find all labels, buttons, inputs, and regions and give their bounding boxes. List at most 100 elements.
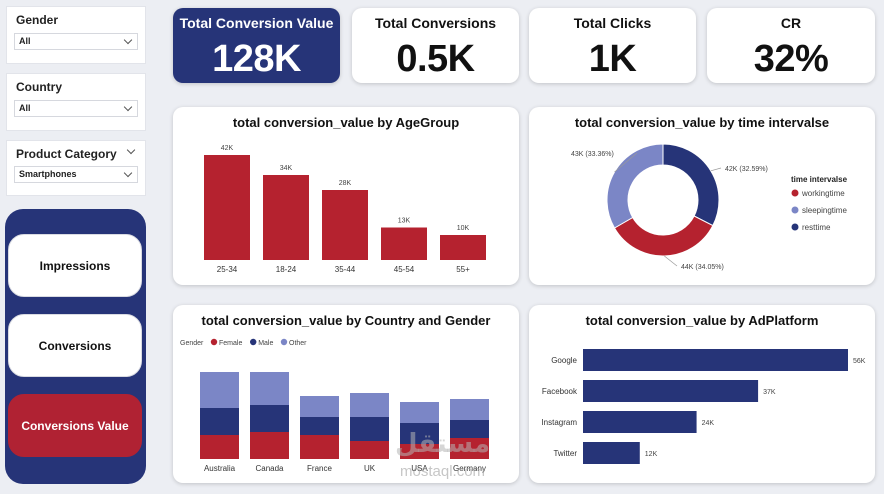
chevron-down-icon (123, 102, 133, 112)
adplatform-chart-card: total conversion_value by AdPlatform Goo… (529, 305, 875, 483)
y-tick-label: Instagram (541, 418, 577, 427)
legend-title: Gender (180, 340, 204, 347)
bar (381, 227, 427, 260)
country-slicer: Country All (6, 73, 146, 131)
x-tick-label: 55+ (456, 265, 470, 274)
legend-marker (250, 338, 257, 346)
bar (583, 411, 697, 433)
x-tick-label: 25-34 (217, 265, 238, 274)
chevron-down-icon (123, 35, 133, 45)
stacked-bar-segment (350, 417, 389, 441)
stacked-bar-segment (200, 372, 239, 408)
stacked-bar-segment (400, 423, 439, 444)
x-tick-label: Canada (255, 464, 284, 473)
slice-data-label: 43K (33.36%) (571, 151, 614, 158)
donut-slice (662, 143, 720, 227)
stacked-bar-segment (400, 444, 439, 459)
time-interval-chart-card: total conversion_value by time intervals… (529, 107, 875, 285)
kpi-value: 1K (588, 38, 637, 80)
legend-label: resttime (802, 223, 831, 232)
kpi-value: 0.5K (396, 38, 475, 80)
donut-slice (613, 215, 714, 257)
chevron-down-icon[interactable] (126, 145, 136, 155)
legend-title: time intervalse (791, 175, 848, 184)
kpi-total-conversion-value: Total Conversion Value 128K (173, 8, 340, 83)
y-tick-label: Twitter (553, 449, 577, 458)
kpi-value: 32% (753, 38, 829, 80)
bar (322, 190, 368, 260)
legend-marker (210, 338, 218, 346)
leader-line (614, 152, 638, 173)
slice-data-label: 44K (34.05%) (681, 264, 724, 271)
x-tick-label: UK (364, 464, 376, 473)
x-tick-label: Germany (453, 464, 486, 473)
legend-label: workingtime (801, 189, 845, 198)
legend-marker (791, 189, 799, 197)
stacked-bar-segment (300, 417, 339, 435)
stacked-bar-segment (200, 435, 239, 459)
country-gender-chart-card: total conversion_value by Country and Ge… (173, 305, 519, 483)
legend-marker (280, 338, 288, 346)
x-tick-label: France (307, 464, 332, 473)
stacked-bar-segment (350, 393, 389, 417)
gender-slicer: Gender All (6, 6, 146, 64)
legend-label: sleepingtime (802, 206, 847, 215)
bar (440, 235, 486, 260)
legend-marker (791, 206, 799, 214)
bar (583, 349, 848, 371)
conversions-button[interactable]: Conversions (8, 314, 142, 377)
gender-slicer-title: Gender (16, 13, 59, 27)
product-category-dropdown[interactable]: Smartphones (14, 166, 138, 183)
stacked-bar-segment (450, 420, 489, 438)
impressions-button[interactable]: Impressions (8, 234, 142, 297)
kpi-total-clicks: Total Clicks 1K (529, 8, 696, 83)
bar-data-label: 37K (763, 389, 776, 396)
bar (204, 155, 250, 260)
gender-dropdown[interactable]: All (14, 33, 138, 50)
x-tick-label: Australia (204, 464, 236, 473)
donut-slice (606, 143, 664, 229)
watermark-url: mostaql.com (400, 463, 486, 480)
legend-marker (791, 223, 799, 231)
bar (583, 442, 640, 464)
legend-label: Other (289, 340, 307, 347)
leader-line (664, 255, 678, 267)
country-dropdown[interactable]: All (14, 100, 138, 117)
x-tick-label: 35-44 (335, 265, 356, 274)
product-category-slicer: Product Category Smartphones (6, 140, 146, 196)
bar-data-label: 34K (280, 165, 293, 172)
kpi-label: Total Conversions (374, 15, 497, 31)
kpi-value: 128K (212, 38, 301, 80)
legend-label: Female (219, 340, 242, 347)
stacked-bar-segment (250, 372, 289, 405)
y-tick-label: Facebook (542, 387, 578, 396)
bar-data-label: 24K (702, 420, 715, 427)
product-category-dropdown-value: Smartphones (19, 169, 77, 179)
country-dropdown-value: All (19, 103, 31, 113)
stacked-bar-segment (250, 405, 289, 432)
stacked-bar-segment (200, 408, 239, 435)
slice-data-label: 42K (32.59%) (725, 166, 768, 173)
kpi-cr: CR 32% (707, 8, 875, 83)
kpi-label: Total Clicks (573, 15, 652, 31)
stacked-bar-segment (400, 402, 439, 423)
y-tick-label: Google (551, 356, 577, 365)
bar (263, 175, 309, 260)
kpi-label: Total Conversion Value (179, 15, 334, 31)
country-slicer-title: Country (16, 80, 62, 94)
bar-data-label: 28K (339, 180, 352, 187)
time-interval-donut-chart: 44K (34.05%) 43K (33.36%) 42K (32.59%) time… (571, 143, 848, 271)
bar-data-label: 13K (398, 218, 411, 225)
stacked-bar-segment (300, 435, 339, 459)
adplatform-bar-chart: Google 56K Facebook 37K Instagram 24K Twitter 1… (541, 349, 866, 464)
chart-title: total conversion_value by Country and Ge… (201, 313, 491, 328)
x-tick-label: 18-24 (276, 265, 297, 274)
stacked-bar-segment (300, 396, 339, 417)
kpi-label: CR (780, 15, 802, 31)
conversions-value-button[interactable]: Conversions Value (8, 394, 142, 457)
x-tick-label: USA (411, 464, 428, 473)
watermark-logo: مستقل (395, 428, 491, 458)
agegroup-bar-chart: 42K 25-34 34K 18-24 28K 35-44 13K 45-54 10K 55+ (204, 145, 486, 274)
leader-line (710, 167, 722, 172)
product-category-slicer-title: Product Category (16, 147, 117, 161)
